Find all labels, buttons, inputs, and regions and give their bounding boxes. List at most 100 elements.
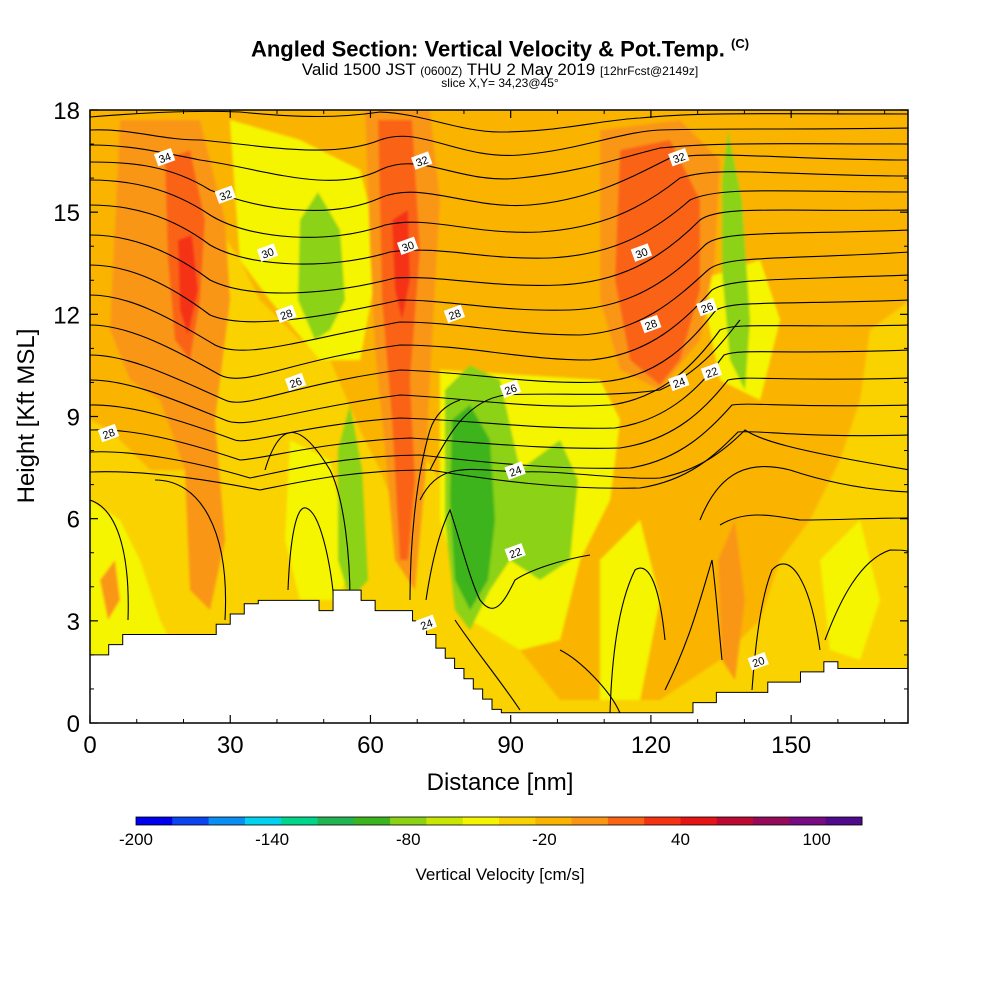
colorbar-swatch (208, 817, 246, 825)
isentrope-label: 30 (397, 236, 419, 255)
svg-text:30: 30 (400, 239, 416, 254)
y-tick-label: 0 (67, 711, 80, 738)
colorbar-swatch (353, 817, 391, 825)
isentrope-label: 30 (630, 243, 653, 262)
colorbar-swatch (753, 817, 790, 825)
isentrope-line (454, 619, 521, 711)
svg-text:28: 28 (447, 308, 463, 323)
colorbar-swatch (244, 817, 282, 825)
velocity-region (298, 192, 345, 340)
isentrope-line (264, 431, 351, 601)
isentrope-label: 32 (668, 148, 690, 167)
x-tick-label: 0 (83, 732, 96, 759)
colorbar-swatch (136, 817, 173, 825)
isentrope-line (90, 143, 908, 181)
isentrope-line (90, 403, 908, 479)
y-tick-label: 12 (53, 302, 80, 329)
colorbar: -200 -140 -80 -20 40 100 (119, 816, 863, 849)
svg-text:34: 34 (157, 151, 173, 166)
svg-text:30: 30 (260, 246, 276, 261)
colorbar-frame (135, 816, 863, 826)
colorbar-label: Vertical Velocity [cm/s] (415, 865, 584, 884)
svg-text:24: 24 (419, 617, 435, 632)
isentrope-label: 22 (700, 362, 723, 381)
isentrope-line (90, 299, 908, 403)
svg-text:20: 20 (751, 655, 767, 670)
velocity-region (450, 405, 495, 610)
svg-text:26: 26 (700, 301, 716, 316)
velocity-region (378, 120, 420, 560)
colorbar-tick-label: -200 (119, 830, 153, 849)
isentrope-line (824, 549, 908, 641)
plot-area: 34 32 30 28 26 28 32 30 28 26 24 22 24 32 30 28 26 24 22 20 (90, 110, 908, 723)
svg-text:26: 26 (288, 376, 304, 391)
isentrope-line (90, 209, 908, 294)
isentrope-label: 26 (696, 297, 718, 317)
isentrope-line (559, 649, 621, 714)
y-axis-label: Height [Kft MSL] (13, 329, 40, 504)
colorbar-tick-label: -140 (255, 830, 289, 849)
colorbar-swatch (789, 817, 827, 825)
velocity-region (90, 500, 170, 660)
isentrope-label: 30 (256, 243, 279, 262)
isentrope-label: 32 (214, 185, 237, 204)
isentrope-lines (90, 110, 908, 714)
isentrope-line (419, 429, 908, 501)
y-tick-label: 9 (67, 405, 80, 432)
isentrope-label: 34 (153, 148, 176, 167)
velocity-region (718, 520, 745, 680)
isentrope-label: 28 (275, 304, 297, 324)
colorbar-tick-label: -20 (532, 830, 557, 849)
svg-text:22: 22 (508, 546, 524, 561)
isentrope-line (90, 127, 908, 157)
svg-text:26: 26 (503, 382, 519, 397)
isentrope-label: 26 (499, 379, 522, 398)
svg-text:32: 32 (218, 188, 234, 203)
isentrope-label: 24 (668, 372, 690, 392)
isentrope-line (699, 466, 908, 521)
svg-text:30: 30 (634, 246, 650, 261)
colorbar-swatch (281, 817, 318, 825)
isentrope-label: 24 (504, 461, 526, 480)
svg-text:32: 32 (671, 151, 687, 166)
colorbar-swatch (499, 817, 536, 825)
chart-subtitle-valid: Valid 1500 JST (0600Z) THU 2 May 2019 [1… (301, 60, 699, 79)
colorbar-swatch (535, 817, 573, 825)
svg-text:24: 24 (671, 376, 687, 391)
colorbar-tick-label: 40 (671, 830, 690, 849)
title-unit-tag: (C) (731, 36, 750, 51)
colorbar-swatch (571, 817, 609, 825)
isentrope-line (90, 324, 908, 424)
isentrope-label: 32 (411, 151, 433, 170)
svg-text:28: 28 (279, 308, 295, 323)
colorbar-swatch (426, 817, 464, 825)
isentrope-line (609, 567, 666, 714)
velocity-region (392, 210, 410, 320)
isentrope-label: 28 (443, 304, 466, 324)
isentrope-line (90, 154, 908, 211)
colorbar-swatch (716, 817, 754, 825)
colorbar-swatch (607, 817, 645, 825)
svg-text:22: 22 (704, 365, 720, 380)
chart-title: Angled Section: Vertical Velocity & Pot.… (250, 36, 750, 62)
velocity-region (820, 520, 880, 660)
x-tick-label: 150 (771, 732, 811, 759)
x-tick-label: 60 (357, 732, 384, 759)
terrain-mask (90, 589, 908, 723)
y-tick-label: 15 (53, 200, 80, 227)
isentrope-label: 22 (504, 543, 526, 562)
isentrope-line (719, 514, 908, 526)
isentrope-line (90, 229, 908, 323)
colorbar-swatch (172, 817, 210, 825)
isentrope-line (409, 399, 461, 601)
velocity-region (338, 405, 368, 600)
colorbar-swatch (680, 817, 718, 825)
isentrope-line (425, 508, 591, 609)
colorbar-swatch (462, 817, 500, 825)
chart-subtitle-slice: slice X,Y= 34,23@45° (441, 76, 559, 90)
colorbar-swatch (390, 817, 427, 825)
isentrope-line (287, 507, 335, 601)
y-tick-label: 3 (67, 609, 80, 636)
isentrope-line (90, 377, 908, 461)
